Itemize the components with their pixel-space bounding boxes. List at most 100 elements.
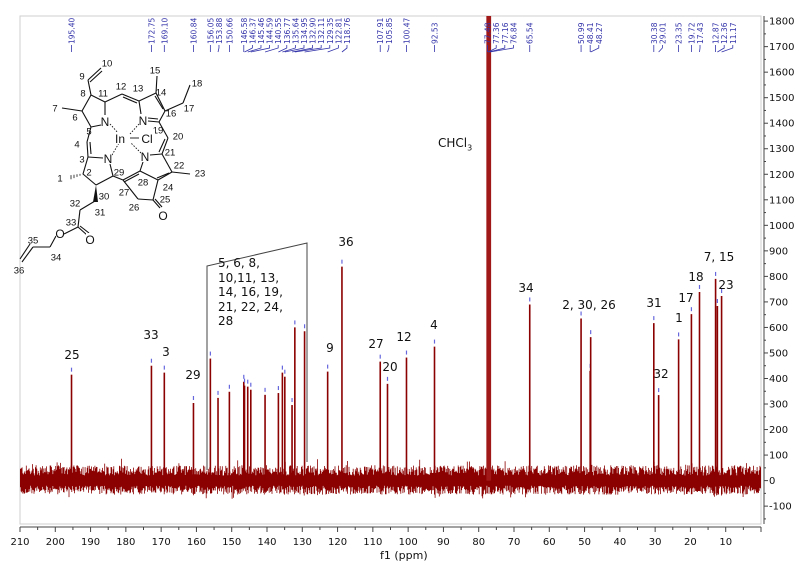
- x-tick-label: 190: [81, 537, 100, 548]
- bond: [155, 75, 158, 94]
- atom-label: 6: [72, 113, 77, 124]
- atom-label-bg: [139, 114, 147, 126]
- atom-label: N: [141, 150, 150, 164]
- y-tick-label: 700: [769, 297, 788, 308]
- x-tick-label: 30: [649, 537, 662, 548]
- bond: [171, 171, 191, 175]
- assignment-label: 34: [518, 281, 534, 295]
- atom-label: 16: [166, 109, 177, 120]
- bond: [86, 141, 89, 158]
- atom-label: 25: [160, 195, 171, 206]
- y-tick-label: 1400: [769, 119, 794, 130]
- atom-label: 8: [80, 89, 85, 100]
- bond: [122, 96, 138, 104]
- peak-label-connector: [387, 45, 390, 53]
- bond: [152, 179, 159, 201]
- bond: [63, 226, 79, 235]
- bond: [81, 110, 92, 128]
- peak-label-connector: [304, 45, 331, 53]
- atom-label: 2: [86, 168, 91, 179]
- baseline-noise: [20, 458, 761, 499]
- bond: [164, 102, 184, 112]
- bracket-line: 21, 22, 24,: [218, 299, 283, 314]
- y-tick-label: 1300: [769, 144, 794, 155]
- bond: [158, 138, 166, 153]
- bracket-group-label: 5, 6, 8, 10,11, 13, 14, 16, 19, 21, 22, …: [218, 256, 283, 329]
- peak-shift-label: 134.95: [300, 18, 309, 44]
- x-tick-label: 170: [152, 537, 171, 548]
- bond: [158, 121, 169, 139]
- atom-label: 3: [79, 155, 84, 166]
- bond: [122, 179, 139, 200]
- bond: [90, 124, 102, 128]
- peak-label-connector: [327, 45, 339, 53]
- assignment-label: 25: [64, 348, 80, 362]
- peak-shift-label: 140.55: [274, 18, 283, 44]
- atom-label-bg: [159, 209, 167, 221]
- peak-label-connector: [244, 45, 253, 53]
- atom-label: 33: [66, 218, 77, 229]
- atom-label-bg: [112, 132, 128, 144]
- peak-shift-label: 150.66: [225, 18, 234, 44]
- bond: [89, 70, 103, 83]
- peak-label-connector: [284, 45, 305, 53]
- peak-shift-label: 145.46: [257, 18, 266, 44]
- assignment-label: 20: [382, 360, 398, 374]
- x-tick-label: 180: [116, 537, 135, 548]
- peak-shift-label: 195.40: [68, 18, 77, 44]
- peak-label-connector: [489, 45, 514, 53]
- x-tick-label: 200: [46, 537, 65, 548]
- atom-label: 31: [95, 208, 106, 219]
- peak-shift-label: 132.11: [317, 18, 326, 44]
- bond: [82, 173, 97, 186]
- peak-shift-label: 129.35: [326, 18, 335, 44]
- peak-shift-label: 76.84: [509, 22, 518, 44]
- assignment-label: 4: [430, 318, 438, 332]
- atom-label: 36: [14, 266, 25, 277]
- peak-shift-label: 77.48: [484, 22, 493, 44]
- peak-shift-label: 65.54: [526, 22, 535, 44]
- peak-shift-label: 12.36: [720, 22, 729, 44]
- peak-label-connector: [341, 45, 348, 53]
- atom-label: 5: [86, 127, 91, 138]
- bond: [87, 79, 92, 96]
- bond: [152, 199, 161, 209]
- atom-label: 34: [51, 253, 62, 264]
- atom-label: 32: [70, 199, 81, 210]
- bond: [137, 198, 154, 201]
- bond: [86, 126, 92, 143]
- atom-label: 13: [133, 84, 144, 95]
- peak-label-connector: [250, 45, 270, 53]
- peak-shift-label: 48.27: [595, 22, 604, 44]
- x-tick-label: 210: [10, 537, 29, 548]
- peak-shift-label: 153.88: [215, 18, 224, 44]
- bond: [155, 92, 166, 112]
- atom-label-bg: [101, 115, 109, 127]
- peak-shift-label: 136.77: [283, 18, 292, 44]
- x-tick-label: 60: [543, 537, 556, 548]
- peak-shift-label: 100.47: [402, 18, 411, 44]
- y-tick-label: 1100: [769, 195, 794, 206]
- x-tick-label: 70: [508, 537, 521, 548]
- peak-label-connector: [282, 45, 296, 53]
- bracket-line: 10,11, 13,: [218, 270, 280, 285]
- y-tick-label: 1500: [769, 93, 794, 104]
- atom-label: 14: [156, 88, 167, 99]
- peak-shift-label: 105.85: [385, 18, 394, 44]
- bond: [61, 107, 83, 112]
- atom-label: 18: [192, 79, 203, 90]
- bond: [89, 141, 92, 155]
- y-tick-label: 1800: [769, 17, 794, 28]
- atom-label: N: [104, 152, 113, 166]
- peak-shift-label: 146.37: [248, 18, 257, 44]
- y-tick-label: 1000: [769, 221, 794, 232]
- bond: [21, 246, 34, 263]
- peak-shift-label: 144.59: [266, 18, 275, 44]
- y-tick-label: 200: [769, 425, 788, 436]
- assignment-label: 36: [338, 235, 354, 249]
- y-tick-label: 900: [769, 246, 788, 257]
- plot-frame: [19, 15, 762, 525]
- peak-label-connector: [217, 45, 220, 53]
- bond: [77, 226, 88, 236]
